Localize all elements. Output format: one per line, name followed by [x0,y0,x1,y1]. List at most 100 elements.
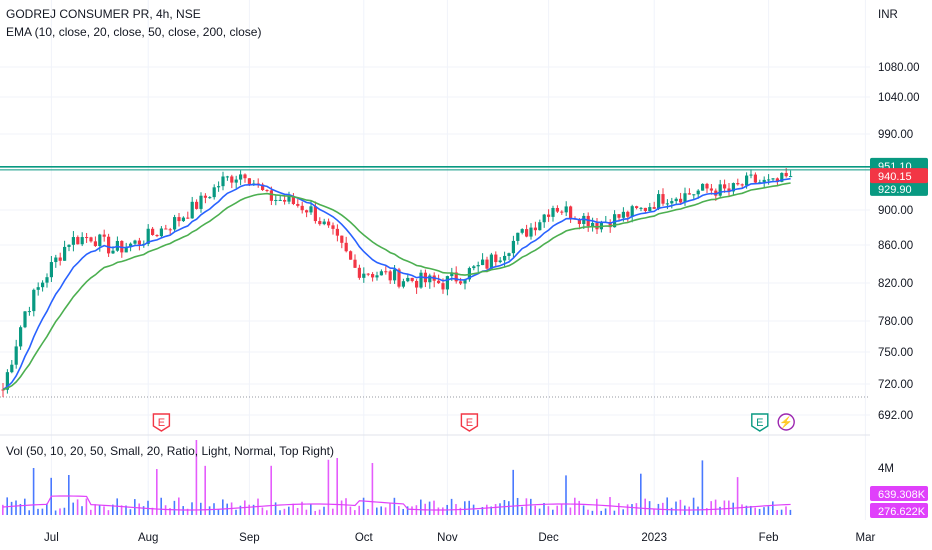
volume-bar [468,500,470,515]
volume-bar [530,498,532,515]
candle-body [784,172,788,177]
candle-body [124,247,128,253]
price-tick-label: 1080.00 [878,62,920,74]
candle-body [274,199,278,201]
volume-bar [701,460,704,515]
candle-body [621,211,625,218]
time-tick-label: Aug [138,532,158,544]
ema-legend[interactable]: EMA (10, close, 20, close, 50, close, 20… [6,25,262,39]
volume-bar [450,498,453,515]
ema-lines [2,177,791,391]
candle-body [331,225,335,229]
candle-body [771,178,775,180]
candle-body [692,194,696,196]
volume-bar [63,507,66,515]
volume-bar [490,506,492,515]
candle-body [696,190,700,195]
candle-body [441,283,445,290]
candle-body [335,228,339,236]
volume-bar [120,505,123,515]
candle-body [608,222,612,228]
volume-bar [653,509,655,515]
time-axis[interactable]: Jul Aug Sep Oct Nov Dec 2023 Feb Mar [44,532,875,544]
volume-bar [776,510,778,515]
candle-body [340,235,344,243]
price-axis[interactable]: INR 1080.00 1040.00 990.00 900.00 860.00 820.0… [878,9,920,475]
candle-body [111,250,115,254]
volume-bar [785,506,787,515]
candle-body [85,237,89,239]
volume-bar [666,497,668,515]
symbol-title[interactable]: GODREJ CONSUMER PR, 4h, NSE [6,7,201,21]
candle-body [767,179,771,181]
volume-bar [186,508,189,515]
candle-body [630,206,634,217]
candle-body [164,228,168,230]
volume-bar [789,509,792,515]
volume-bar [274,502,277,515]
candle-body [560,211,564,213]
candle-body [63,246,67,261]
volume-bar [688,506,690,515]
candle-body [186,217,190,219]
candle-body [789,176,793,178]
candle-body [322,221,326,225]
candle-body [547,214,551,217]
volume-bar [208,506,211,515]
candle-body [45,277,49,283]
volume-bar [252,504,255,515]
candle-body [516,232,520,241]
candle-body [102,234,106,237]
candle-body [67,244,71,247]
volume-bar [481,507,484,515]
volume-ma-tag-box [870,503,928,518]
candle-body [679,198,683,203]
candle-body [401,281,405,287]
volume-bar [376,507,378,515]
event-markers[interactable]: E E E ⚡ [152,413,795,432]
candle-body [269,190,273,201]
event-label: E [158,417,165,429]
candle-body [384,271,388,273]
volume-bar [288,506,290,515]
volume-bar [754,507,756,515]
candle-body [230,176,234,183]
candle-body [661,194,665,204]
volume-bar [719,506,721,515]
earnings-event-icon [152,413,171,432]
volume-bar [772,501,774,515]
candle-body [181,217,185,222]
volume-bar [178,497,180,515]
volume-bar [710,501,712,515]
volume-bar [679,499,682,515]
candle-body [450,272,454,277]
volume-bar [367,508,369,515]
volume-bar [217,509,220,515]
volume-legend[interactable]: Vol (50, 10, 20, 50, Small, 20, Ratio, L… [6,444,334,458]
volume-bar [411,506,413,515]
volume-bar [521,506,523,515]
volume-bar [675,501,677,515]
time-tick-label: Dec [538,532,559,544]
event-label: E [466,417,473,429]
candle-body [555,207,559,212]
volume-bar [164,505,167,515]
volume-bar [15,500,17,515]
volume-bar [151,507,154,515]
volume-bar [68,475,70,515]
volume-bar [2,504,4,515]
event-label: ⚡ [779,416,793,429]
candle-body [49,262,53,278]
volume-bar [19,503,22,515]
volume-bar [543,502,545,515]
candle-body [485,259,489,269]
candle-body [283,199,287,202]
candle-body [93,241,97,247]
volume-bar [10,501,13,515]
candle-body [76,237,80,245]
volume-bar [371,463,374,515]
candle-body [291,196,295,204]
volume-bar [362,497,365,515]
volume-ma-tag: 276.622K [878,506,926,518]
